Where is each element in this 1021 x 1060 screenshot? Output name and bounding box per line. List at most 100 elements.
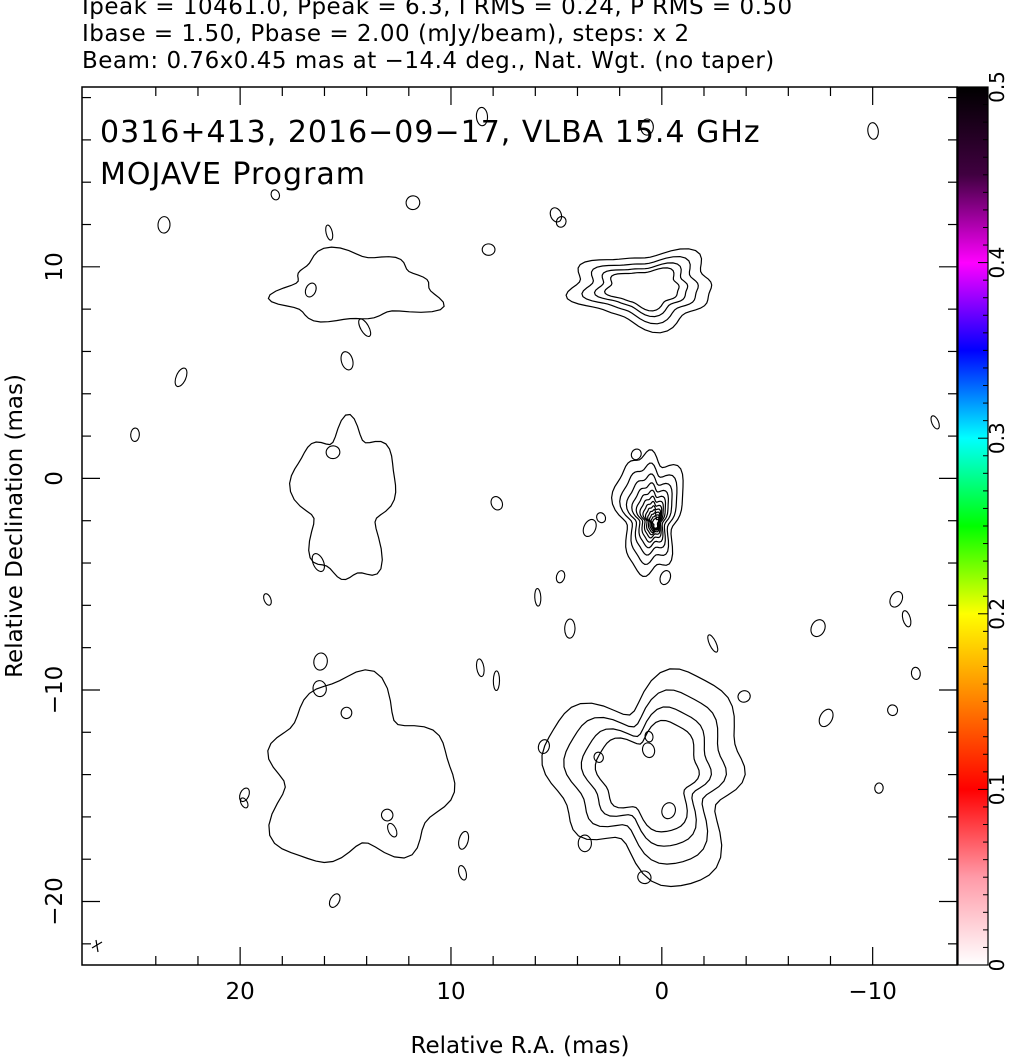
contour-group-north-blob <box>565 248 713 334</box>
noise-contour <box>707 634 719 653</box>
noise-contour <box>490 496 504 511</box>
noise-contour <box>457 864 468 881</box>
noise-contour <box>475 106 489 127</box>
x-tick-label: 10 <box>436 979 465 1005</box>
colorbar-label: 0.4 <box>985 247 1009 279</box>
colorbar-label: 0.5 <box>985 71 1009 103</box>
noise-contour <box>534 587 542 607</box>
contour-group-east-blob <box>288 413 397 581</box>
contour-level <box>580 706 713 847</box>
header-line-1: Ipeak = 10461.0, Ppeak = 6.3, I RMS = 0.… <box>82 0 793 20</box>
contour-level <box>625 473 673 556</box>
noise-contour <box>737 690 751 703</box>
plot-frame <box>81 86 958 966</box>
noise-contour <box>325 224 334 241</box>
colorbar-label: 0 <box>985 959 1009 972</box>
noise-contour <box>867 122 879 140</box>
noise-contour <box>640 118 654 136</box>
noise-contour <box>492 670 501 692</box>
noise-contour <box>537 739 550 755</box>
contour-level <box>541 668 746 888</box>
x-tick-label: −10 <box>848 979 897 1005</box>
noise-contour <box>555 570 566 584</box>
noise-contour <box>644 730 654 743</box>
program-annotation: MOJAVE Program <box>100 157 366 192</box>
noise-contour <box>577 834 592 853</box>
contour-level <box>619 462 678 566</box>
noise-contour <box>874 782 884 794</box>
contour-group-core <box>610 449 684 578</box>
contour-level <box>651 517 660 530</box>
noise-contour <box>380 808 394 822</box>
noise-contour <box>887 704 899 717</box>
noise-contour <box>910 666 921 680</box>
noise-contour <box>889 590 904 608</box>
contour-level <box>267 246 445 323</box>
contour-layer <box>130 106 940 908</box>
x-tick-label: 0 <box>654 979 669 1005</box>
contour-level <box>639 495 664 539</box>
y-tick-label: 0 <box>42 471 68 486</box>
noise-contour <box>475 658 485 678</box>
noise-contour <box>387 822 398 838</box>
noise-contour <box>630 448 642 461</box>
noise-contour <box>593 751 604 763</box>
x-tick-label: 20 <box>225 979 254 1005</box>
beam-cross-icon <box>91 939 103 953</box>
noise-contour <box>549 207 563 223</box>
colorbar-ticks <box>978 86 988 966</box>
noise-contour <box>312 680 327 698</box>
contour-level <box>642 500 663 536</box>
source-annotation: 0316+413, 2016−09−17, VLBA 15.4 GHz <box>100 115 761 150</box>
noise-contour <box>641 742 656 759</box>
noise-contour <box>637 870 652 885</box>
contour-level <box>603 267 680 312</box>
noise-contour <box>263 593 272 606</box>
noise-contour <box>596 512 607 524</box>
contour-level <box>644 505 662 533</box>
noise-contour <box>661 802 677 820</box>
contour-level <box>647 509 661 532</box>
noise-contour <box>659 570 672 586</box>
noise-contour <box>239 797 249 809</box>
noise-contour <box>239 787 250 803</box>
noise-contour <box>564 618 576 639</box>
y-tick-label: 10 <box>42 252 68 281</box>
noise-contour <box>325 445 341 460</box>
noise-contour <box>304 282 317 298</box>
contour-level <box>635 489 667 543</box>
noise-contour <box>405 195 421 211</box>
noise-contour <box>328 893 341 908</box>
y-tick-label: −20 <box>42 877 68 926</box>
colorbar-label: 0.3 <box>985 422 1009 454</box>
axis-ticks <box>82 87 957 965</box>
colorbar-label: 0.2 <box>985 598 1009 630</box>
contour-level <box>565 248 713 334</box>
noise-contour <box>313 652 328 671</box>
noise-contour <box>270 189 281 201</box>
noise-contours <box>130 106 940 908</box>
header-line-2: Ibase = 1.50, Pbase = 2.00 (mJy/beam), s… <box>82 21 690 47</box>
y-tick-label: −10 <box>42 666 68 715</box>
noise-contour <box>358 318 372 338</box>
noise-contour <box>157 216 171 234</box>
noise-contour <box>481 243 496 256</box>
contour-level <box>267 669 456 864</box>
contour-group-south-blob <box>541 668 746 888</box>
noise-contour <box>810 619 826 638</box>
contour-group-south-east-blob <box>267 669 456 864</box>
noise-contour <box>582 518 597 537</box>
noise-contour <box>555 216 567 228</box>
noise-contour <box>930 415 940 430</box>
contour-level <box>594 719 700 833</box>
contour-level <box>593 262 689 318</box>
contour-level <box>631 482 670 549</box>
contour-level <box>563 689 728 865</box>
noise-contour <box>340 706 353 720</box>
noise-contour <box>458 830 470 850</box>
y-axis-label: Relative Declination (mas) <box>2 374 28 678</box>
colorbar-label: 0.1 <box>985 773 1009 805</box>
noise-contour <box>130 427 140 442</box>
noise-contour <box>818 708 834 728</box>
